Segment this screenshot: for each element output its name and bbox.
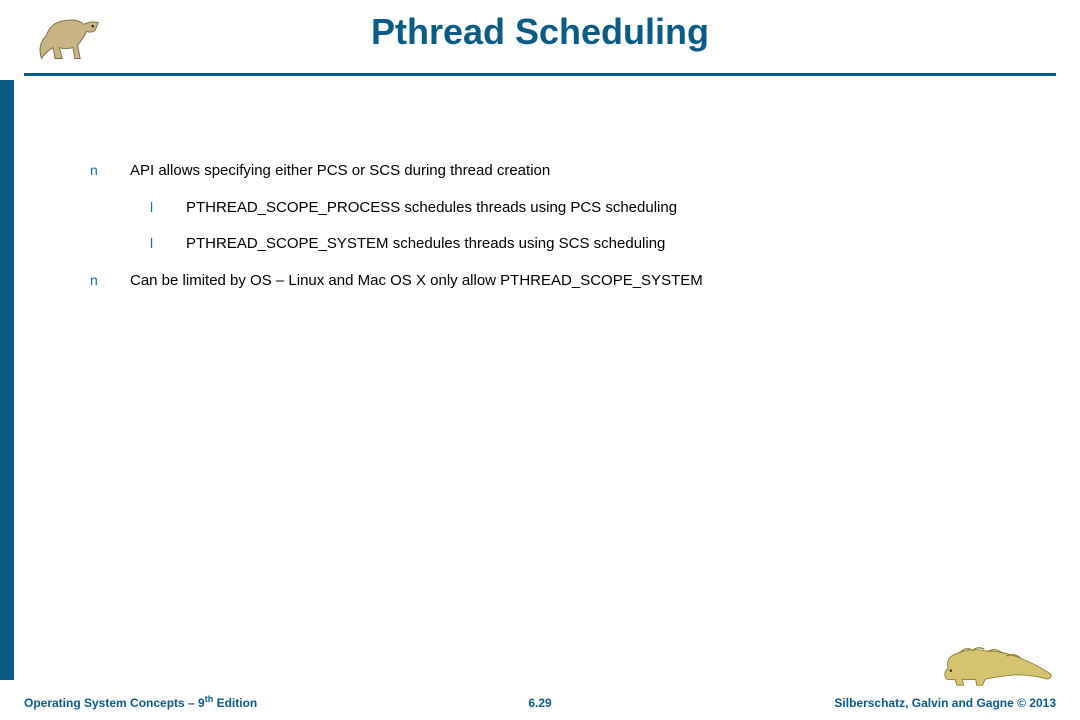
bullet-text: Can be limited by OS – Linux and Mac OS … <box>130 270 1020 293</box>
bullet-marker: n <box>90 160 130 181</box>
bullet-item: n API allows specifying either PCS or SC… <box>90 160 1020 183</box>
footer-left: Operating System Concepts – 9th Edition <box>24 694 257 710</box>
bullet-text: PTHREAD_SCOPE_SYSTEM schedules threads u… <box>186 233 1020 256</box>
bullet-marker: n <box>90 270 130 291</box>
footer-left-prefix: Operating System Concepts – 9 <box>24 696 205 710</box>
bullet-marker: l <box>150 197 186 218</box>
slide-content: n API allows specifying either PCS or SC… <box>90 160 1020 306</box>
dinosaur-mascot-bottom-icon <box>938 630 1058 694</box>
bullet-text: PTHREAD_SCOPE_PROCESS schedules threads … <box>186 197 1020 220</box>
bullet-item: l PTHREAD_SCOPE_PROCESS schedules thread… <box>150 197 1020 220</box>
slide: Pthread Scheduling n API allows specifyi… <box>0 0 1080 720</box>
left-sidebar <box>0 80 14 680</box>
bullet-item: l PTHREAD_SCOPE_SYSTEM schedules threads… <box>150 233 1020 256</box>
slide-title: Pthread Scheduling <box>0 10 1080 53</box>
footer-left-sup: th <box>205 694 214 704</box>
slide-footer: Operating System Concepts – 9th Edition … <box>24 694 1056 710</box>
bullet-text: API allows specifying either PCS or SCS … <box>130 160 1020 183</box>
footer-left-suffix: Edition <box>213 696 257 710</box>
footer-right: Silberschatz, Galvin and Gagne © 2013 <box>834 696 1056 710</box>
bullet-marker: l <box>150 233 186 254</box>
footer-center: 6.29 <box>528 696 551 710</box>
title-rule <box>24 73 1056 76</box>
bullet-item: n Can be limited by OS – Linux and Mac O… <box>90 270 1020 293</box>
